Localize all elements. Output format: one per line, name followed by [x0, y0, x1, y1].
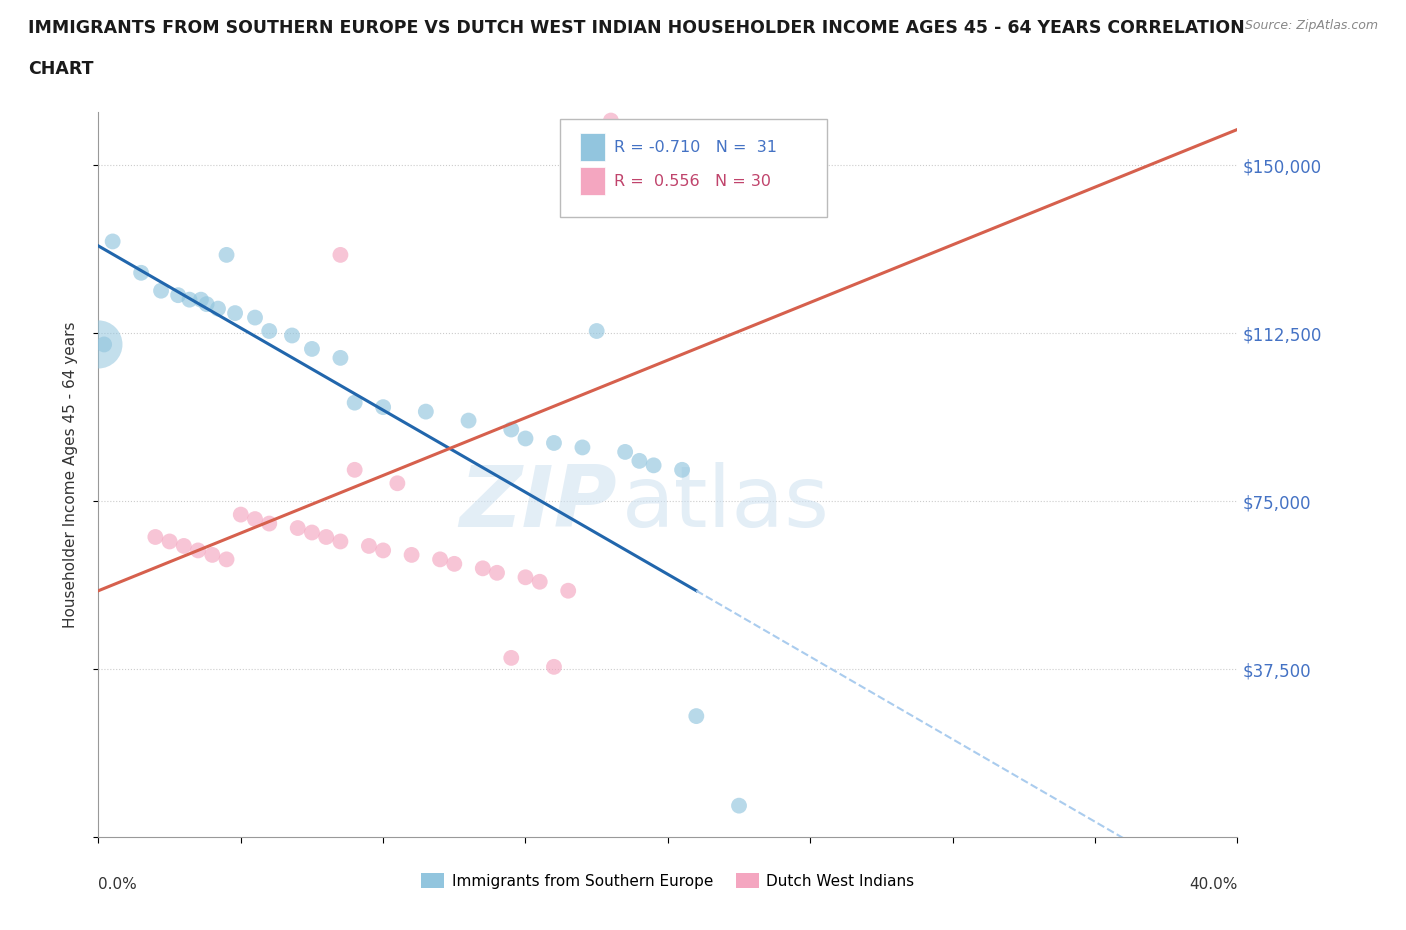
Point: [585, 324, 607, 339]
Text: R =  0.556   N = 30: R = 0.556 N = 30: [614, 175, 772, 190]
Point: [259, 516, 281, 531]
Point: [543, 435, 565, 450]
Point: [600, 113, 623, 128]
Point: [201, 548, 224, 563]
Point: [371, 400, 394, 415]
Point: [387, 476, 409, 491]
Point: [179, 292, 201, 307]
Point: [529, 575, 551, 590]
Point: [93, 337, 115, 352]
Point: [471, 561, 494, 576]
Point: [129, 265, 152, 280]
Point: [215, 247, 238, 262]
Point: [101, 234, 124, 249]
Point: [167, 287, 190, 302]
Point: [224, 306, 246, 321]
Point: [486, 565, 509, 580]
Point: [543, 659, 565, 674]
Point: [315, 529, 337, 544]
Text: atlas: atlas: [623, 462, 831, 545]
Point: [357, 538, 380, 553]
Point: [259, 324, 281, 339]
Y-axis label: Householder Income Ages 45 - 64 years: Householder Income Ages 45 - 64 years: [63, 321, 77, 628]
Point: [415, 405, 437, 419]
Text: CHART: CHART: [28, 60, 94, 78]
Point: [243, 512, 266, 526]
Point: [343, 462, 366, 477]
Point: [229, 507, 252, 522]
Text: 40.0%: 40.0%: [1189, 877, 1237, 892]
FancyBboxPatch shape: [581, 133, 605, 161]
Point: [150, 284, 173, 299]
Text: R = -0.710   N =  31: R = -0.710 N = 31: [614, 140, 778, 155]
Point: [728, 798, 751, 813]
Text: 0.0%: 0.0%: [98, 877, 138, 892]
Point: [159, 534, 181, 549]
Point: [371, 543, 394, 558]
Legend: Immigrants from Southern Europe, Dutch West Indians: Immigrants from Southern Europe, Dutch W…: [415, 867, 921, 895]
Point: [187, 543, 209, 558]
Text: Source: ZipAtlas.com: Source: ZipAtlas.com: [1244, 19, 1378, 32]
Point: [301, 341, 323, 356]
Point: [685, 709, 707, 724]
Point: [429, 551, 451, 566]
Point: [501, 422, 523, 437]
Point: [173, 538, 195, 553]
FancyBboxPatch shape: [581, 167, 605, 195]
FancyBboxPatch shape: [560, 119, 827, 217]
Point: [671, 462, 693, 477]
Point: [195, 297, 218, 312]
Point: [287, 521, 309, 536]
Point: [243, 310, 266, 325]
Point: [515, 570, 537, 585]
Point: [207, 301, 229, 316]
Point: [501, 650, 523, 665]
Point: [557, 583, 579, 598]
Point: [329, 247, 352, 262]
Point: [628, 454, 651, 469]
Point: [614, 445, 637, 459]
Point: [571, 440, 593, 455]
Point: [329, 351, 352, 365]
Point: [457, 413, 479, 428]
Point: [343, 395, 366, 410]
Point: [215, 551, 238, 566]
Point: [281, 328, 304, 343]
Point: [145, 529, 167, 544]
Text: ZIP: ZIP: [458, 462, 617, 545]
Point: [190, 292, 212, 307]
Text: IMMIGRANTS FROM SOUTHERN EUROPE VS DUTCH WEST INDIAN HOUSEHOLDER INCOME AGES 45 : IMMIGRANTS FROM SOUTHERN EUROPE VS DUTCH…: [28, 19, 1244, 36]
Point: [515, 431, 537, 445]
Point: [401, 548, 423, 563]
Point: [87, 337, 110, 352]
Point: [643, 458, 665, 472]
Point: [657, 180, 679, 195]
Point: [443, 556, 465, 571]
Point: [301, 525, 323, 540]
Point: [329, 534, 352, 549]
